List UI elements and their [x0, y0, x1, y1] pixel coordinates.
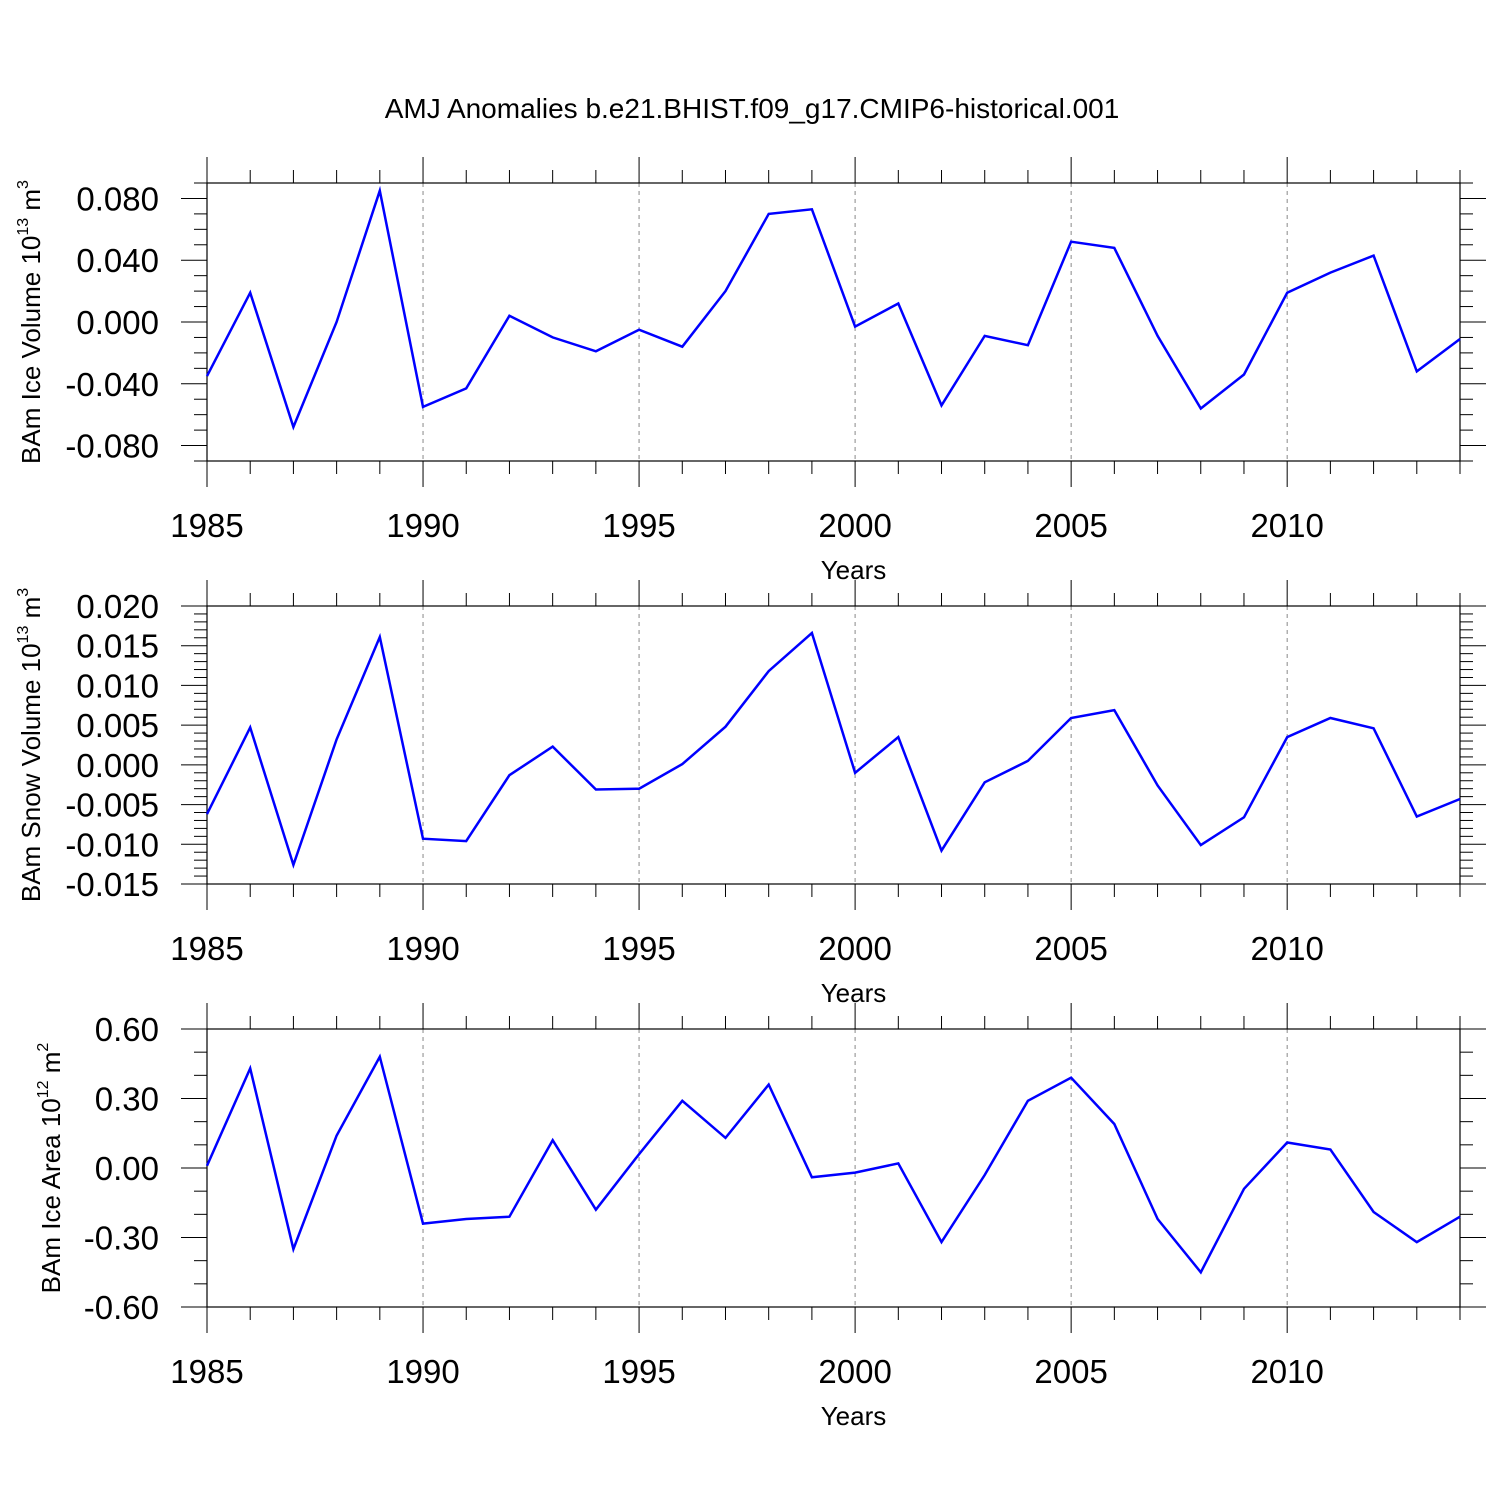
y-axis-title: BAm Ice Volume 1013 m3	[15, 180, 46, 464]
y-axis-title: BAm Snow Volume 1013 m3	[15, 588, 46, 902]
x-tick-label: 2000	[818, 507, 891, 544]
x-axis-title: Years	[821, 1401, 887, 1431]
y-tick-label: 0.005	[76, 707, 159, 744]
series-line	[205, 1053, 1461, 1275]
panel-3: 1985 1990 1995 2000 2005 2010 Years 0.60 0.30 0.0…	[35, 1003, 1486, 1431]
x-tick-label: 2010	[1250, 1353, 1323, 1390]
y-tick-label: 0.000	[76, 747, 159, 784]
x-tick-label: 2000	[818, 1353, 891, 1390]
series-line	[205, 185, 1461, 431]
series-line	[205, 630, 1461, 869]
x-tick-label: 1995	[602, 1353, 675, 1390]
y-tick-label: -0.040	[65, 366, 159, 403]
panel-2: 1985 1990 1995 2000 2005 2010Years0.0200.0150…	[15, 580, 1486, 1008]
y-tick-label: -0.60	[84, 1289, 159, 1326]
x-tick-label: 2005	[1034, 930, 1107, 967]
y-tick-label: 0.040	[76, 242, 159, 279]
panel-1: 1985 1990 1995 2000 2005 2010 Years 0.080 0.040 0…	[15, 157, 1486, 585]
y-tick-label: -0.010	[65, 826, 159, 863]
y-tick-label: 0.010	[76, 667, 159, 704]
x-tick-label: 1985	[170, 507, 243, 544]
x-tick-label: 1990	[386, 507, 459, 544]
x-tick-label: 1990	[386, 1353, 459, 1390]
y-axis-title: BAm Ice Area 1012 m2	[35, 1043, 66, 1294]
y-tick-label: 0.30	[95, 1081, 159, 1118]
x-tick-label: 2000	[818, 930, 891, 967]
y-tick-label: -0.005	[65, 787, 159, 824]
x-axis-title: Years	[821, 555, 887, 585]
chart-panels: 1985 1990 1995 2000 2005 2010 Years 0.080 0.040 0…	[15, 157, 1486, 1431]
x-tick-label: 1995	[602, 507, 675, 544]
x-tick-label: 2005	[1034, 1353, 1107, 1390]
y-tick-label: -0.30	[84, 1220, 159, 1257]
y-tick-label: 0.60	[95, 1011, 159, 1048]
plot-frame	[206, 1028, 1461, 1308]
y-tick-label: 0.00	[95, 1150, 159, 1187]
y-tick-label: 0.020	[76, 588, 159, 625]
x-tick-label: 2005	[1034, 507, 1107, 544]
plot-frame	[206, 605, 1461, 885]
y-tick-label: -0.080	[65, 428, 159, 465]
x-tick-label: 2010	[1250, 930, 1323, 967]
x-tick-label: 1985	[170, 930, 243, 967]
x-tick-label: 1985	[170, 1353, 243, 1390]
y-tick-label: -0.015	[65, 866, 159, 903]
y-tick-label: 0.015	[76, 628, 159, 665]
x-tick-label: 1990	[386, 930, 459, 967]
x-axis-title: Years	[821, 978, 887, 1008]
y-tick-label: 0.000	[76, 304, 159, 341]
chart-title: AMJ Anomalies b.e21.BHIST.f09_g17.CMIP6-…	[385, 93, 1120, 124]
x-tick-label: 2010	[1250, 507, 1323, 544]
x-tick-label: 1995	[602, 930, 675, 967]
y-tick-label: 0.080	[76, 180, 159, 217]
